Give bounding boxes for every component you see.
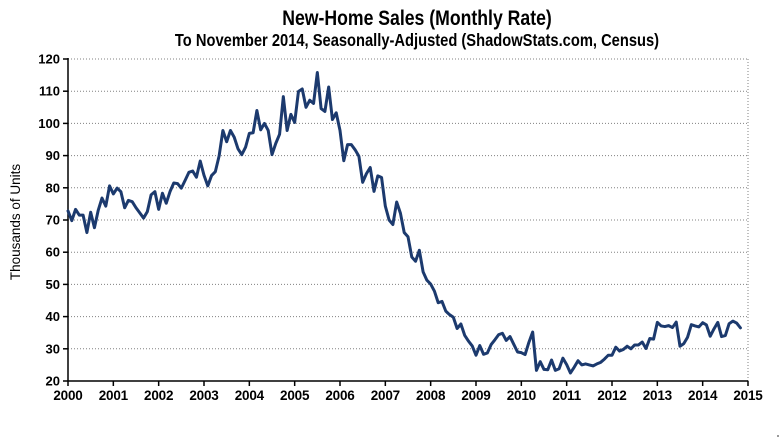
x-tick-label: 2004	[235, 388, 265, 403]
x-tick-label: 2008	[416, 388, 446, 403]
y-tick-label: 100	[38, 116, 60, 131]
chart-subtitle: To November 2014, Seasonally-Adjusted (S…	[174, 30, 660, 50]
x-tick-label: 2003	[189, 388, 219, 403]
x-tick-label: 2002	[144, 388, 173, 403]
y-tick-label: 90	[46, 148, 60, 163]
x-tick-label: 2005	[280, 388, 310, 403]
x-tick-label: 2015	[733, 388, 763, 403]
y-tick-label: 30	[46, 341, 60, 356]
y-tick-label: 40	[46, 309, 60, 324]
x-tick-label: 2012	[597, 388, 626, 403]
x-tick-label: 2006	[325, 388, 355, 403]
chart-title: New-Home Sales (Monthly Rate)	[282, 7, 552, 30]
x-tick-label: 2009	[461, 388, 490, 403]
y-tick-label: 80	[46, 180, 60, 195]
y-tick-label: 70	[46, 213, 60, 228]
artifact-dot	[777, 435, 779, 437]
data-series-line	[66, 71, 742, 375]
x-tick-label: 2014	[688, 388, 718, 403]
x-tick-label: 2011	[552, 388, 581, 403]
x-tick-label: 2013	[643, 388, 673, 403]
y-tick-label: 110	[39, 84, 60, 99]
y-tick-label: 50	[46, 277, 60, 292]
y-tick-label: 20	[46, 374, 60, 389]
x-tick-label: 2007	[371, 388, 400, 403]
y-tick-label: 120	[38, 52, 60, 67]
x-tick-label: 2000	[53, 388, 82, 403]
x-tick-label: 2010	[507, 388, 536, 403]
x-tick-label: 2001	[99, 388, 129, 403]
y-tick-label: 60	[46, 245, 60, 260]
